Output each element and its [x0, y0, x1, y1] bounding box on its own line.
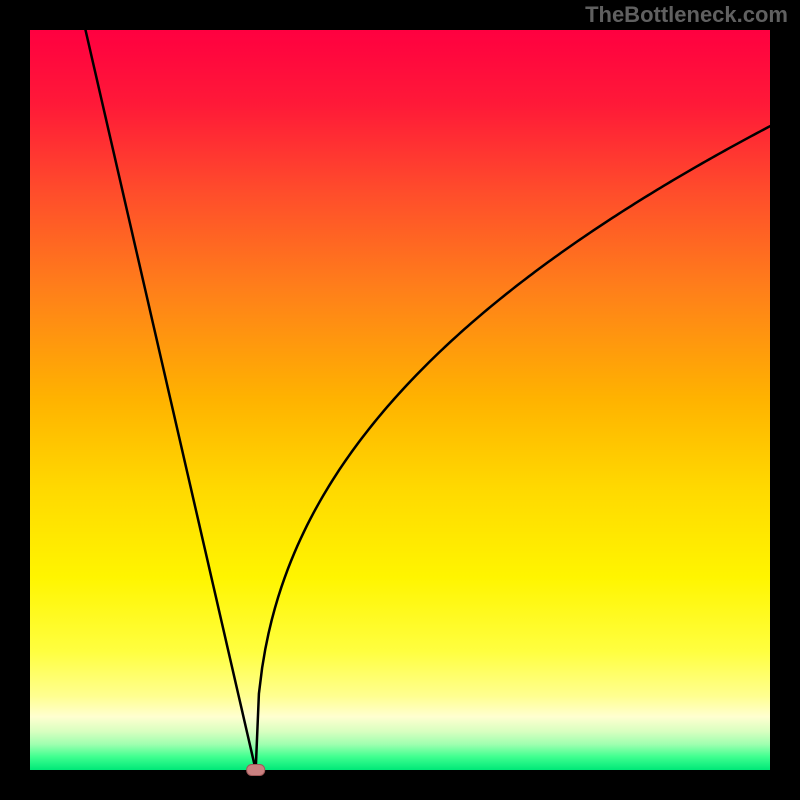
watermark-text: TheBottleneck.com	[585, 2, 788, 28]
chart-svg	[0, 0, 800, 800]
chart-container: TheBottleneck.com	[0, 0, 800, 800]
minimum-marker	[247, 765, 265, 776]
plot-background-gradient	[30, 30, 770, 770]
